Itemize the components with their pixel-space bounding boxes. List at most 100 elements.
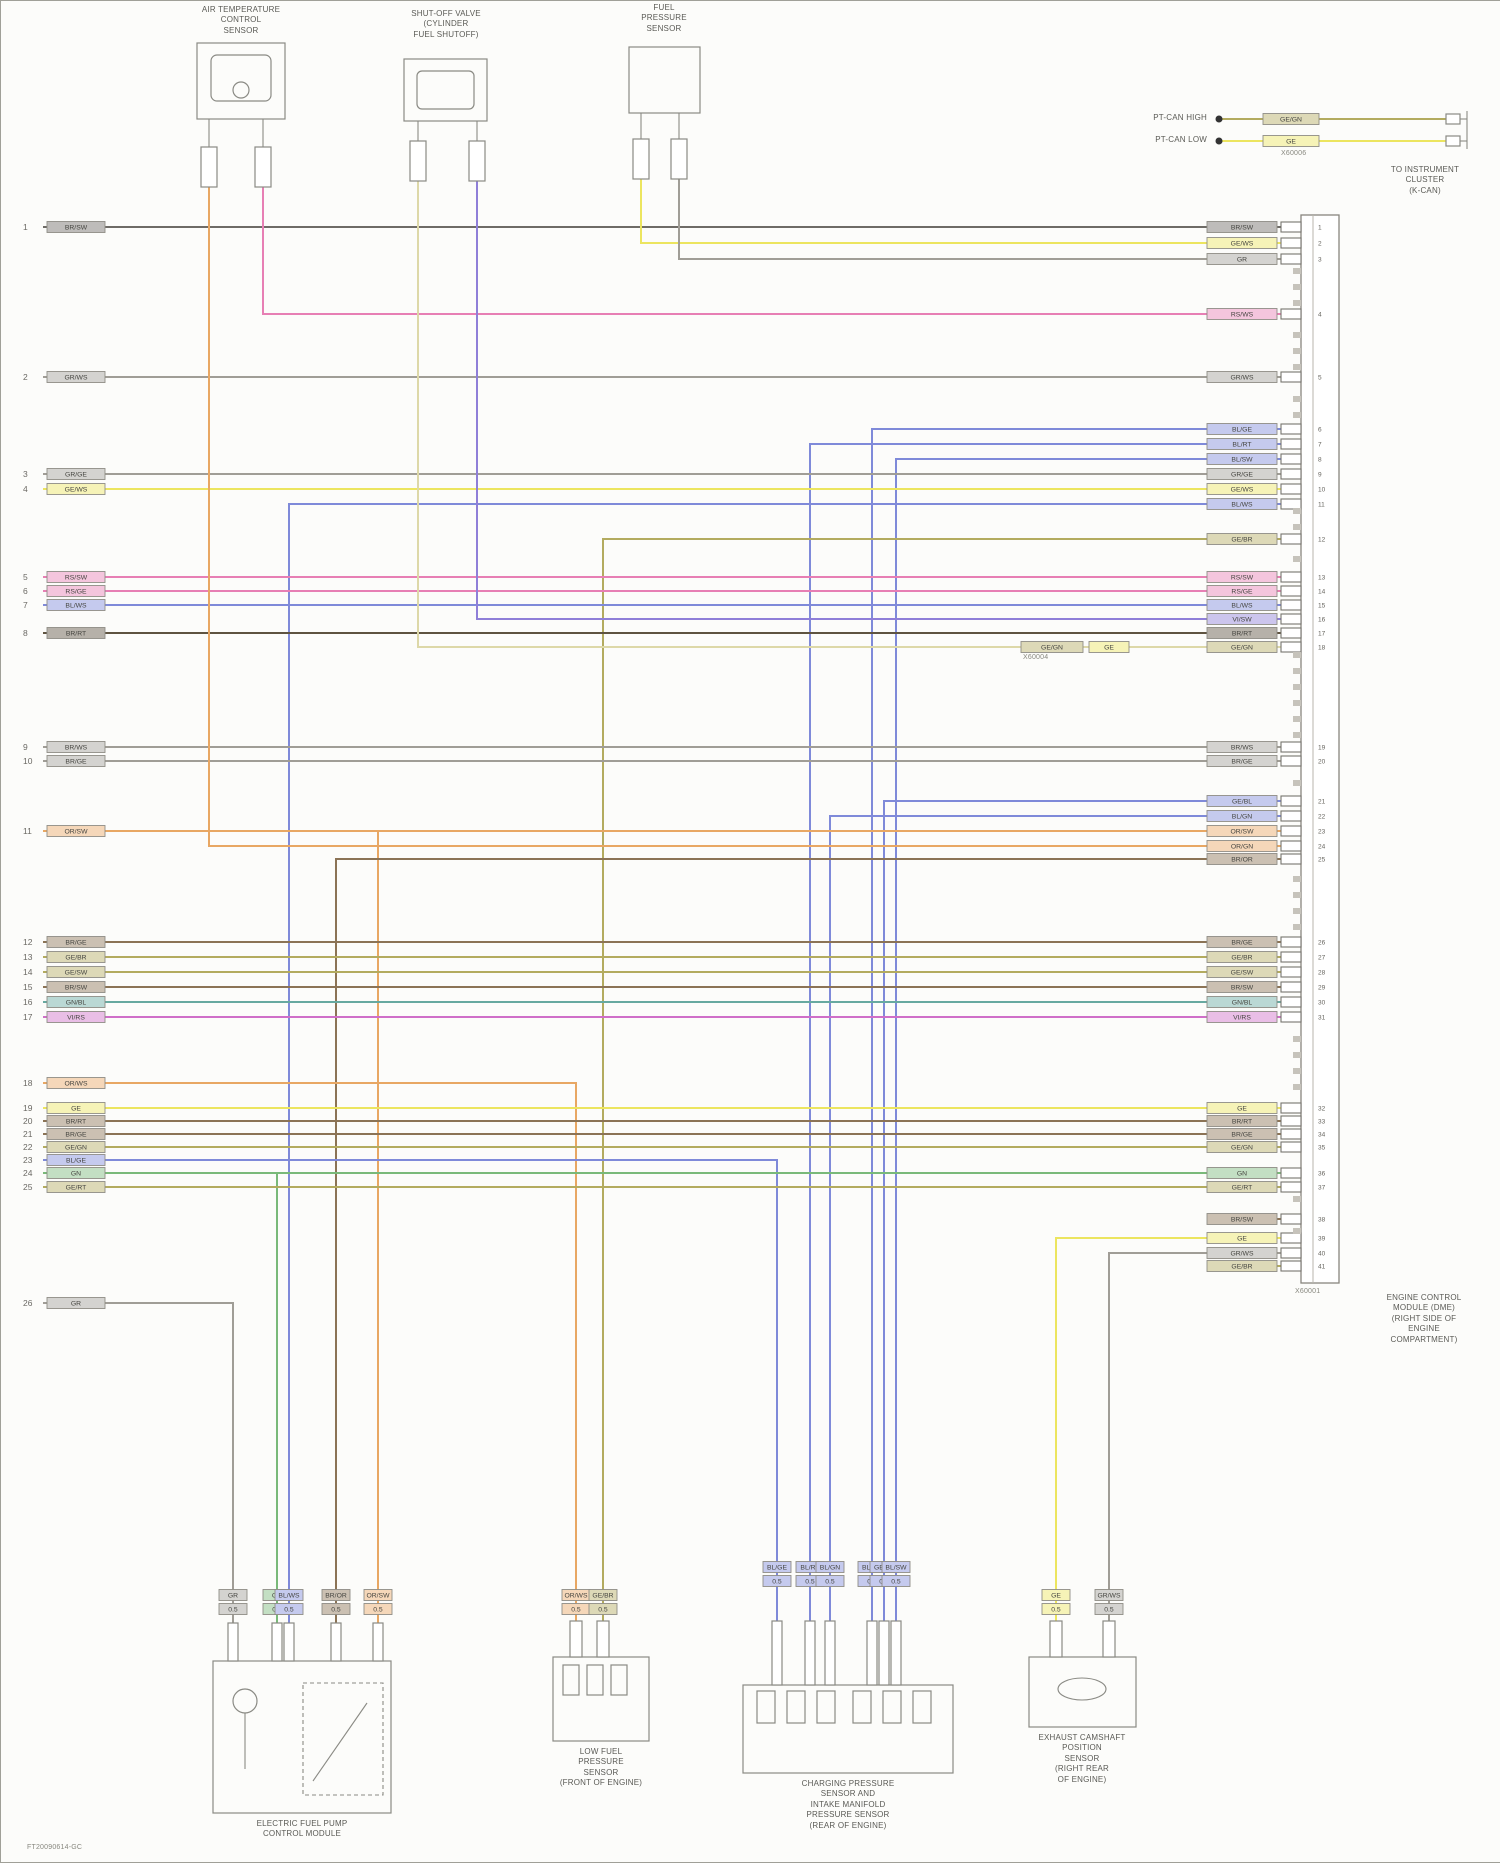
dme-pin-number: 36 [1318, 1171, 1326, 1178]
row-marker: 3 [23, 469, 28, 479]
dme-pin-box [1280, 1167, 1302, 1179]
wire-ge-ws [640, 179, 1301, 244]
wire-code: OR/SW [1230, 829, 1254, 836]
wire-label-bg [47, 1115, 105, 1127]
wire-label-bg [1207, 498, 1277, 510]
wire-label-bg [796, 1575, 824, 1587]
dme-pin-tick [1293, 1036, 1301, 1042]
wire-code: GE/GN [1041, 645, 1063, 652]
wire-label-chip [46, 1141, 106, 1153]
dme-pin-box [1280, 498, 1302, 510]
wire-label-bg [47, 936, 105, 948]
b2-pin [569, 1620, 583, 1658]
wire-code: RS/WS [1231, 312, 1254, 319]
caption-camshaft-sensor: EXHAUST CAMSHAFT POSITION SENSOR (RIGHT … [1038, 1733, 1126, 1784]
wire-code: GR/WS [1097, 1593, 1120, 1600]
wire-label-bg [1207, 1128, 1277, 1140]
wire-label-chip [1088, 641, 1130, 653]
wire-label-chip [46, 1011, 106, 1023]
wire-label-chip [46, 1154, 106, 1166]
dme-pin-box [1280, 641, 1302, 653]
wire-label-chip [1206, 951, 1278, 963]
wire-code: GE/GN [1280, 117, 1302, 124]
wire-label-bg [47, 1011, 105, 1023]
wire-label-bg [1207, 423, 1277, 435]
dme-pin-number: 30 [1318, 1000, 1326, 1007]
wire-code: BR/GE [1231, 1132, 1253, 1139]
b2-inner [586, 1664, 604, 1696]
wire-label-bg [882, 1561, 910, 1573]
wire-label-bg [796, 1561, 824, 1573]
wire-label-chip [1020, 641, 1084, 653]
connector-designator-mid: X60004 [1023, 654, 1049, 661]
wire-label-bg [1207, 951, 1277, 963]
wire-code: GE [1286, 139, 1296, 146]
wire-code: GE/GN [65, 1145, 87, 1152]
wire-label-chip [46, 996, 106, 1008]
b3-inner [882, 1690, 902, 1724]
dme-pin-tick [1293, 908, 1301, 914]
wire-code: BR/SW [1231, 985, 1254, 992]
wire-code: BR/OR [1231, 857, 1253, 864]
wire-code: GE/SW [65, 970, 88, 977]
wire-label-bg [1207, 438, 1277, 450]
dme-pin-box [1280, 1260, 1302, 1272]
wire-label-bg [364, 1589, 392, 1601]
wire-label-bg [1207, 966, 1277, 978]
wire-label-chip [1206, 1102, 1278, 1114]
wire-code: GE/BR [1231, 537, 1252, 544]
wire-code: OR/WS [564, 1593, 587, 1600]
wire-code: GE/WS [1231, 241, 1254, 248]
dme-pin-tick [1293, 892, 1301, 898]
b3-pin [890, 1620, 902, 1686]
wire-code: GN/BL [66, 1000, 87, 1007]
dme-pin-number: 32 [1318, 1106, 1326, 1113]
wire-code: OR/WS [64, 1081, 87, 1088]
wire-label-chip [274, 1589, 304, 1601]
wire-code: BR/RT [66, 631, 86, 638]
wire-label-chip [363, 1589, 393, 1601]
wire-code: VI/SW [1232, 617, 1252, 624]
wire-code: GE/BR [1231, 1264, 1252, 1271]
wire-label-chip [46, 1128, 106, 1140]
wire-code: OR/SW [366, 1593, 390, 1600]
wire-label-chip [1206, 840, 1278, 852]
dme-pin-tick [1293, 1196, 1301, 1202]
wire-label-bg [1207, 741, 1277, 753]
wire-label-bg [47, 951, 105, 963]
wire-code: 0.5 [891, 1579, 901, 1586]
wire-code: 0.5 [805, 1579, 815, 1586]
row-marker: 14 [23, 967, 33, 977]
wire-label-chip [1206, 981, 1278, 993]
wire-label-bg [1207, 810, 1277, 822]
wire-code: 0.5 [571, 1607, 581, 1614]
row-marker: 17 [23, 1012, 33, 1022]
wire-bl-ge [871, 428, 1301, 1625]
wire-label-bg [1207, 1260, 1277, 1272]
wire-label-chip [363, 1603, 393, 1615]
dme-pin-number: 13 [1318, 575, 1326, 582]
wire-label-bg [1207, 981, 1277, 993]
dme-pin-number: 40 [1318, 1251, 1326, 1258]
wire-code: GE/BR [592, 1593, 613, 1600]
dme-pin-tick [1293, 684, 1301, 690]
dme-pin-number: 24 [1318, 844, 1326, 851]
wire-code: GN [71, 1171, 81, 1178]
b3-inner [816, 1690, 836, 1724]
wire-label-bg [322, 1589, 350, 1601]
wire-label-chip [1206, 825, 1278, 837]
wire-label-bg [1207, 840, 1277, 852]
dme-pin-tick [1293, 716, 1301, 722]
wire-ge2 [1055, 1237, 1301, 1625]
wire-bl-ws-long [288, 503, 1301, 1625]
dme-pin-box [1280, 1102, 1302, 1114]
wire-label-chip [46, 825, 106, 837]
dme-pin-number: 10 [1318, 487, 1326, 494]
junction-dot [1215, 137, 1223, 145]
wire-label-chip [46, 627, 106, 639]
wire-label-bg [1207, 1141, 1277, 1153]
dme-pin-number: 41 [1318, 1264, 1326, 1271]
wire-code: GE [1237, 1236, 1247, 1243]
wire-code: BR/RT [1232, 631, 1252, 638]
row-marker: 8 [23, 628, 28, 638]
